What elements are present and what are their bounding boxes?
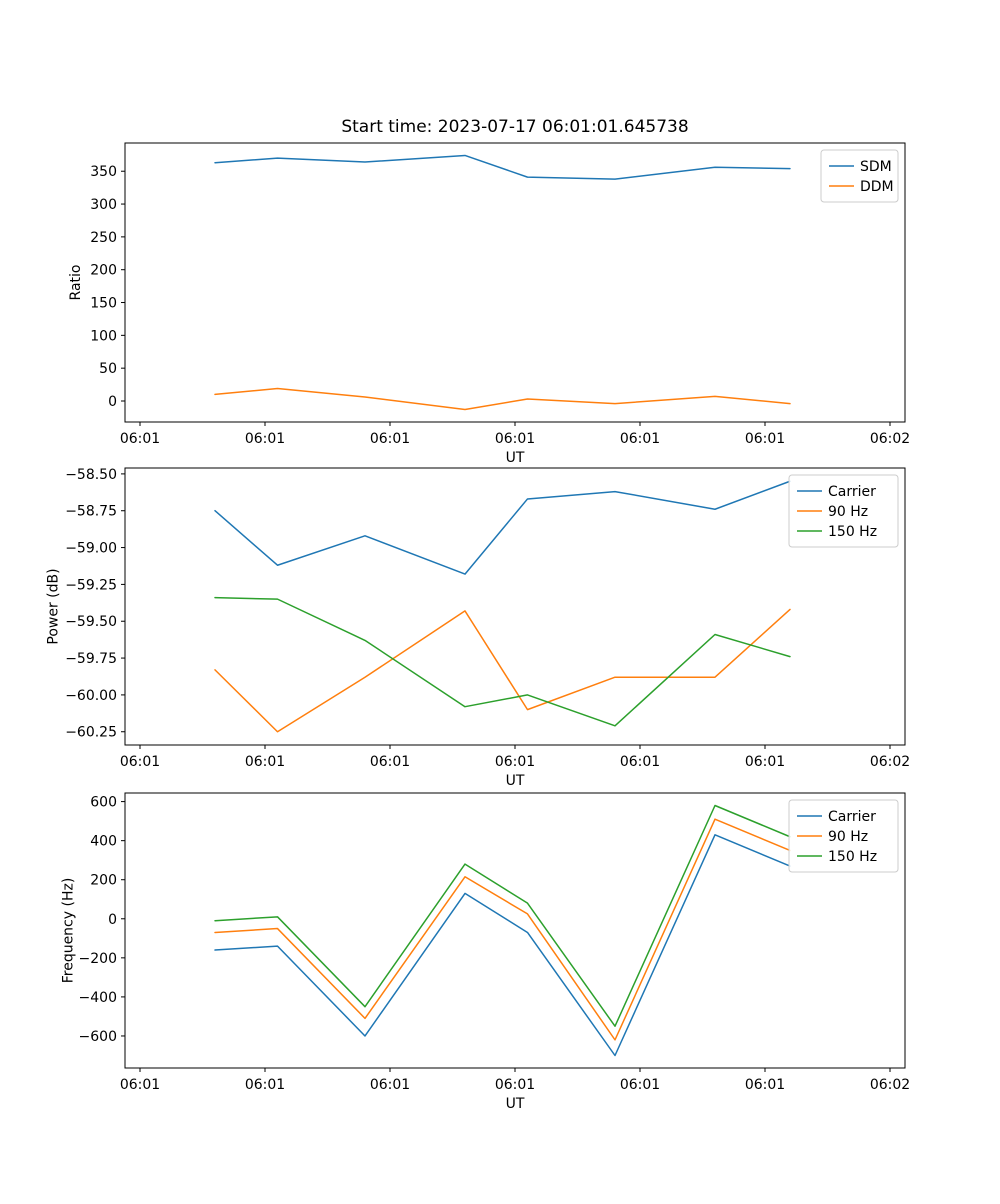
y-tick-label: −59.75 <box>65 651 117 667</box>
y-tick-label: 250 <box>90 230 117 246</box>
figure-title: Start time: 2023-07-17 06:01:01.645738 <box>341 117 688 137</box>
legend: Carrier 90 Hz 150 Hz <box>788 799 899 873</box>
y-tick-label: 150 <box>90 296 117 312</box>
legend-box <box>788 799 899 873</box>
legend-label-ddm: DDM <box>860 179 894 195</box>
legend-label-90-hz: 90 Hz <box>828 829 868 845</box>
y-tick-label: 200 <box>90 873 117 889</box>
x-tick-label: 06:01 <box>370 754 410 770</box>
legend-label-sdm: SDM <box>860 159 892 175</box>
y-axis-label: Frequency (Hz) <box>61 878 77 984</box>
x-tick-label: 06:01 <box>245 754 285 770</box>
y-tick-label: −200 <box>79 951 117 967</box>
legend-label-carrier: Carrier <box>828 484 876 500</box>
y-axis-label: Power (dB) <box>45 568 61 644</box>
x-tick-label: 06:02 <box>870 1077 910 1093</box>
legend-label-150-hz: 150 Hz <box>828 524 877 540</box>
chart-ratio: 06:01 06:01 06:01 06:01 06:01 06:01 06:02 0 50 10… <box>68 142 910 466</box>
y-tick-label: −400 <box>79 990 117 1006</box>
y-tick-label: 400 <box>90 834 117 850</box>
x-tick-label: 06:01 <box>245 431 285 447</box>
y-tick-label: 600 <box>90 795 117 811</box>
x-tick-label: 06:02 <box>870 431 910 447</box>
x-tick-label: 06:01 <box>745 431 785 447</box>
y-tick-label: −58.50 <box>65 467 117 483</box>
x-tick-label: 06:01 <box>245 1077 285 1093</box>
x-tick-label: 06:01 <box>495 431 535 447</box>
x-tick-label: 06:01 <box>120 1077 160 1093</box>
x-tick-label: 06:02 <box>870 754 910 770</box>
legend-label-150-hz: 150 Hz <box>828 849 877 865</box>
legend-box <box>820 149 899 203</box>
x-tick-label: 06:01 <box>120 754 160 770</box>
x-axis-label: UT <box>506 450 525 466</box>
y-tick-label: 0 <box>108 912 117 928</box>
y-tick-label: 0 <box>108 394 117 410</box>
y-tick-label: −60.25 <box>65 725 117 741</box>
y-tick-label: 100 <box>90 328 117 344</box>
y-tick-label: −58.75 <box>65 504 117 520</box>
legend-label-90-hz: 90 Hz <box>828 504 868 520</box>
series-line-90-hz <box>214 818 791 1041</box>
y-tick-label: 50 <box>99 361 117 377</box>
legend-label-carrier: Carrier <box>828 809 876 825</box>
y-tick-label: −60.00 <box>65 688 117 704</box>
y-axis-label: Ratio <box>68 265 84 301</box>
x-tick-label: 06:01 <box>745 1077 785 1093</box>
series-line-ddm <box>214 387 791 411</box>
y-tick-label: −600 <box>79 1029 117 1045</box>
series-line-sdm <box>214 154 791 180</box>
y-tick-label: −59.00 <box>65 541 117 557</box>
x-axis-label: UT <box>506 1096 525 1112</box>
series-line-carrier <box>214 834 791 1057</box>
y-tick-label: 350 <box>90 164 117 180</box>
x-tick-label: 06:01 <box>495 754 535 770</box>
axes-frame <box>124 142 906 423</box>
x-tick-label: 06:01 <box>620 754 660 770</box>
x-tick-label: 06:01 <box>120 431 160 447</box>
x-tick-label: 06:01 <box>620 431 660 447</box>
x-tick-label: 06:01 <box>370 431 410 447</box>
x-tick-label: 06:01 <box>495 1077 535 1093</box>
series-line-150-hz <box>214 596 791 727</box>
x-tick-label: 06:01 <box>745 754 785 770</box>
y-tick-label: 300 <box>90 197 117 213</box>
series-line-150-hz <box>214 804 791 1027</box>
y-tick-label: 200 <box>90 263 117 279</box>
x-tick-label: 06:01 <box>620 1077 660 1093</box>
series-line-90-hz <box>214 608 791 733</box>
x-tick-label: 06:01 <box>370 1077 410 1093</box>
axes-frame <box>124 467 906 746</box>
x-axis-label: UT <box>506 773 525 789</box>
series-line-carrier <box>214 480 791 575</box>
chart-power: 06:01 06:01 06:01 06:01 06:01 06:01 06:02 −60.2… <box>45 467 910 789</box>
legend: SDM DDM <box>820 149 899 203</box>
legend: Carrier 90 Hz 150 Hz <box>788 474 899 548</box>
chart-frequency: 06:01 06:01 06:01 06:01 06:01 06:01 06:02 −600 −… <box>61 792 910 1112</box>
y-tick-label: −59.25 <box>65 577 117 593</box>
y-tick-label: −59.50 <box>65 614 117 630</box>
legend-box <box>788 474 899 548</box>
